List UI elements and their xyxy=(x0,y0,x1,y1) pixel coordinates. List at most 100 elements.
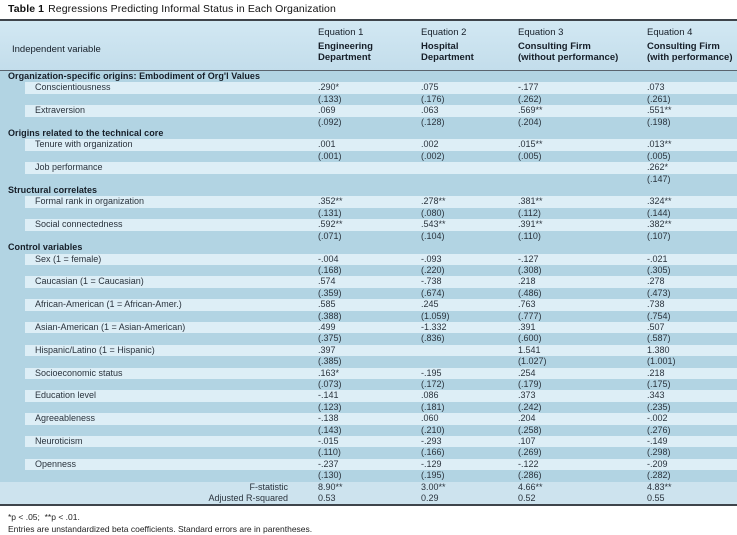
statistic-value: 0.53 xyxy=(318,493,336,504)
organization-label: Engineering Department xyxy=(318,41,373,63)
stderr-value: (.128) xyxy=(421,116,445,127)
statistic-row: Adjusted R-squared 0.53 0.29 0.52 0.55 xyxy=(0,493,737,505)
variable-label: African-American (1 = African-Amer.) xyxy=(35,299,182,310)
variable-row: Social connectedness .592** .543** .391** .3… xyxy=(0,219,737,231)
variable-label: Tenure with organization xyxy=(35,139,133,150)
stderr-value: (.385) xyxy=(318,356,342,367)
stderr-value: (.204) xyxy=(518,116,542,127)
stderr-label-spacer xyxy=(0,208,310,220)
coefficient-value: -.129 xyxy=(421,458,442,469)
stderr-value xyxy=(510,174,639,186)
stderr-value: (.110) xyxy=(318,447,341,458)
statistic-value: 4.66** xyxy=(518,481,543,492)
coefficient-value: -.177 xyxy=(518,82,539,93)
equation-label: Equation 2 xyxy=(421,27,467,38)
organization-label: Consulting Firm (without performance) xyxy=(518,41,619,63)
stderr-row: (.359) (.674) (.486) (.473) xyxy=(0,287,737,300)
stderr-value: (.777) xyxy=(518,310,542,321)
organization-label: Hospital Department xyxy=(421,41,474,63)
stderr-value: (.282) xyxy=(647,470,671,481)
column-header-equation-3: Equation 3 Consulting Firm (without perf… xyxy=(510,21,639,70)
table-title: Table 1 Regressions Predicting Informal S… xyxy=(0,0,737,19)
variable-label: Conscientiousness xyxy=(35,82,111,93)
stderr-value: (.181) xyxy=(421,401,445,412)
coefficient-value xyxy=(413,345,510,357)
coefficient-value: -.237 xyxy=(318,458,339,469)
coefficient-value: 1.541 xyxy=(518,344,541,355)
coefficient-value: .551** xyxy=(647,105,672,116)
stderr-value xyxy=(413,174,510,186)
column-header-equation-2: Equation 2 Hospital Department xyxy=(413,21,510,70)
table-body: Organization-specific origins: Embodimen… xyxy=(0,71,737,505)
stderr-value: (.175) xyxy=(647,378,671,389)
statistic-value: 4.83** xyxy=(647,481,672,492)
stderr-row: (.168) (.220) (.308) (.305) xyxy=(0,264,737,277)
section-header-label: Organization-specific origins: Embodimen… xyxy=(8,71,261,81)
stderr-value: (.486) xyxy=(518,287,542,298)
variable-row: Openness -.237 -.129 -.122 -.209 xyxy=(0,458,737,471)
variable-row: Extraversion .069 .063 .569** .551** xyxy=(0,105,737,117)
variable-label: Neuroticism xyxy=(35,436,83,446)
coefficient-value: .324** xyxy=(647,196,672,207)
coefficient-value: .013** xyxy=(647,139,672,150)
stderr-value: (.002) xyxy=(421,150,445,161)
stderr-label-spacer xyxy=(0,311,310,323)
stderr-value: (.473) xyxy=(647,287,671,298)
equation-label: Equation 1 xyxy=(318,27,364,38)
stderr-row: (.123) (.181) (.242) (.235) xyxy=(0,401,737,414)
stderr-row: (.130) (.195) (.286) (.282) xyxy=(0,470,737,482)
coefficient-value xyxy=(510,162,639,174)
variable-row: Job performance .262* xyxy=(0,162,737,174)
coefficient-value: -.122 xyxy=(518,458,539,469)
stderr-row: (.147) xyxy=(0,173,737,186)
coefficient-value: -.195 xyxy=(421,367,442,378)
stderr-value: (.168) xyxy=(318,264,342,275)
coefficient-value: .254 xyxy=(518,367,536,378)
column-header-equation-1: Equation 1 Engineering Department xyxy=(310,21,413,70)
stderr-label-spacer xyxy=(0,174,310,186)
stderr-row: (.110) (.166) (.269) (.298) xyxy=(0,447,737,459)
variable-label: Agreeableness xyxy=(35,413,96,424)
equation-label: Equation 3 xyxy=(518,27,564,38)
coefficient-value: .352** xyxy=(318,196,343,207)
section-header-label: Origins related to the technical core xyxy=(8,128,164,139)
stderr-value: (.147) xyxy=(647,173,671,184)
stderr-value: (.131) xyxy=(318,207,342,218)
statistic-value: 0.55 xyxy=(647,493,665,504)
coefficient-value: .585 xyxy=(318,299,336,310)
coefficient-value: -.021 xyxy=(647,253,668,264)
stderr-value: (.112) xyxy=(518,207,541,218)
section-header-label: Structural correlates xyxy=(8,185,98,196)
coefficient-value: .001 xyxy=(318,139,336,150)
coefficient-value: .278 xyxy=(647,276,665,287)
stderr-label-spacer xyxy=(0,288,310,300)
stderr-value: (.107) xyxy=(647,230,671,241)
coefficient-value: .218 xyxy=(518,276,536,287)
coefficient-value: 1.380 xyxy=(647,344,670,355)
stderr-value: (.375) xyxy=(318,333,342,344)
stderr-row: (.133) (.176) (.262) (.261) xyxy=(0,93,737,106)
stderr-value: (.005) xyxy=(647,150,671,161)
statistic-row: F-statistic 8.90** 3.00** 4.66** 4.83** xyxy=(0,481,737,494)
coefficient-value: -.015 xyxy=(318,436,339,446)
stderr-value: (1.001) xyxy=(647,356,676,367)
statistic-label: F-statistic xyxy=(249,481,288,492)
stderr-value: (.005) xyxy=(518,150,542,161)
stderr-value: (.143) xyxy=(318,424,342,435)
stderr-value: (.388) xyxy=(318,310,342,321)
variable-row: Asian-American (1 = Asian-American) .499 -… xyxy=(0,321,737,334)
coefficient-value: -.093 xyxy=(421,253,442,264)
coefficient-value: .763 xyxy=(518,299,536,310)
coefficient-value: .063 xyxy=(421,105,439,116)
variable-row: Hispanic/Latino (1 = Hispanic) .397 1.541 1… xyxy=(0,344,737,357)
entries-note: Entries are unstandardized beta coeffici… xyxy=(8,523,313,534)
stderr-label-spacer xyxy=(0,425,310,437)
stderr-row: (.001) (.002) (.005) (.005) xyxy=(0,150,737,163)
corner-header: Independent variable xyxy=(12,44,101,55)
variable-label: Job performance xyxy=(35,162,103,173)
coefficient-value: .391** xyxy=(518,219,543,230)
stderr-value: (.276) xyxy=(647,424,671,435)
stderr-value: (.836) xyxy=(421,333,445,344)
coefficient-value: .069 xyxy=(318,105,336,116)
